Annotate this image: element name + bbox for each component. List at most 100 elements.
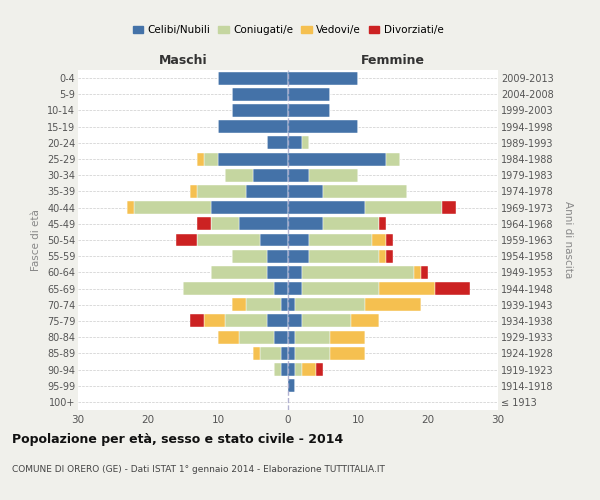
Bar	[274, 282, 288, 295]
Bar	[309, 169, 358, 181]
Bar	[218, 152, 288, 166]
Bar	[302, 282, 379, 295]
Bar	[288, 314, 302, 328]
Bar	[281, 363, 288, 376]
Bar	[134, 201, 211, 214]
Bar	[288, 169, 309, 181]
Bar	[190, 314, 204, 328]
Bar	[218, 120, 288, 133]
Bar	[267, 266, 288, 279]
Bar	[246, 185, 288, 198]
Bar	[288, 72, 358, 85]
Bar	[288, 185, 323, 198]
Bar	[288, 347, 295, 360]
Bar	[239, 330, 274, 344]
Bar	[288, 250, 309, 262]
Bar	[260, 234, 288, 246]
Bar	[274, 330, 288, 344]
Bar	[414, 266, 421, 279]
Bar	[232, 250, 267, 262]
Bar	[288, 104, 330, 117]
Text: Popolazione per età, sesso e stato civile - 2014: Popolazione per età, sesso e stato civil…	[12, 432, 343, 446]
Bar	[435, 282, 470, 295]
Bar	[288, 88, 330, 101]
Bar	[267, 250, 288, 262]
Bar	[225, 169, 253, 181]
Bar	[281, 298, 288, 311]
Bar	[309, 234, 372, 246]
Bar	[295, 330, 330, 344]
Bar	[267, 136, 288, 149]
Bar	[197, 234, 260, 246]
Bar	[309, 250, 379, 262]
Bar	[365, 298, 421, 311]
Bar	[253, 169, 288, 181]
Bar	[204, 152, 218, 166]
Bar	[330, 347, 365, 360]
Bar	[260, 347, 281, 360]
Bar	[232, 104, 288, 117]
Bar	[267, 314, 288, 328]
Bar	[232, 298, 246, 311]
Bar	[288, 298, 295, 311]
Bar	[288, 330, 295, 344]
Bar	[218, 330, 239, 344]
Bar	[316, 363, 323, 376]
Bar	[288, 379, 295, 392]
Bar	[197, 218, 211, 230]
Bar	[288, 201, 365, 214]
Bar	[288, 120, 358, 133]
Bar	[274, 363, 281, 376]
Bar	[253, 347, 260, 360]
Bar	[323, 185, 407, 198]
Bar	[442, 201, 456, 214]
Bar	[295, 363, 302, 376]
Bar	[225, 314, 267, 328]
Bar	[386, 250, 393, 262]
Bar	[183, 282, 274, 295]
Bar	[351, 314, 379, 328]
Bar	[421, 266, 428, 279]
Bar	[211, 218, 239, 230]
Bar	[288, 266, 302, 279]
Bar	[176, 234, 197, 246]
Bar	[295, 298, 365, 311]
Bar	[372, 234, 386, 246]
Text: Maschi: Maschi	[158, 54, 208, 67]
Text: COMUNE DI ORERO (GE) - Dati ISTAT 1° gennaio 2014 - Elaborazione TUTTITALIA.IT: COMUNE DI ORERO (GE) - Dati ISTAT 1° gen…	[12, 466, 385, 474]
Bar	[246, 298, 281, 311]
Bar	[379, 282, 435, 295]
Bar	[386, 234, 393, 246]
Bar	[379, 218, 386, 230]
Bar	[330, 330, 365, 344]
Bar	[288, 282, 302, 295]
Bar	[288, 234, 309, 246]
Bar	[302, 363, 316, 376]
Y-axis label: Anni di nascita: Anni di nascita	[563, 202, 573, 278]
Bar	[281, 347, 288, 360]
Bar	[218, 72, 288, 85]
Bar	[197, 152, 204, 166]
Bar	[127, 201, 134, 214]
Bar	[302, 266, 414, 279]
Bar	[365, 201, 442, 214]
Bar	[323, 218, 379, 230]
Bar	[211, 266, 267, 279]
Bar	[288, 363, 295, 376]
Bar	[239, 218, 288, 230]
Bar	[288, 152, 386, 166]
Text: Femmine: Femmine	[361, 54, 425, 67]
Bar	[288, 218, 323, 230]
Bar	[379, 250, 386, 262]
Bar	[386, 152, 400, 166]
Bar	[302, 136, 309, 149]
Bar	[204, 314, 225, 328]
Bar	[302, 314, 351, 328]
Bar	[190, 185, 197, 198]
Bar	[197, 185, 246, 198]
Bar	[211, 201, 288, 214]
Bar	[232, 88, 288, 101]
Bar	[288, 136, 302, 149]
Legend: Celibi/Nubili, Coniugati/e, Vedovi/e, Divorziati/e: Celibi/Nubili, Coniugati/e, Vedovi/e, Di…	[128, 21, 448, 39]
Y-axis label: Fasce di età: Fasce di età	[31, 209, 41, 271]
